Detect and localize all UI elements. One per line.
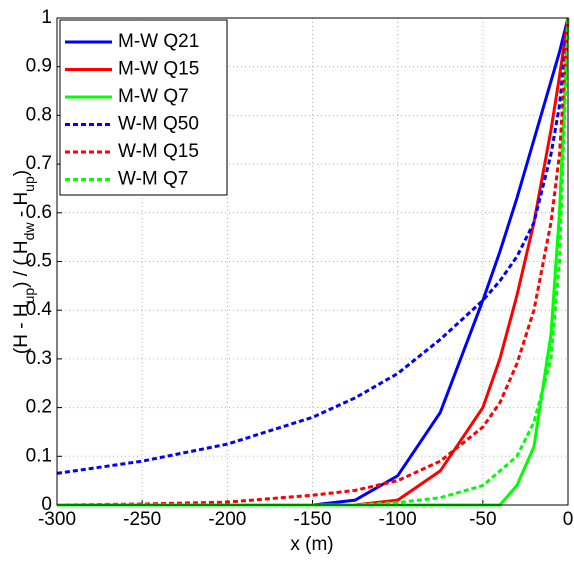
x-axis-label: x (m) [290, 534, 333, 555]
x-tick-label: -50 [469, 509, 496, 530]
y-tick-label: 0.5 [26, 251, 52, 272]
x-tick-label: -250 [123, 509, 161, 530]
x-tick-label: -300 [38, 509, 76, 530]
series-line [56, 17, 570, 507]
y-tick-label: 0.3 [26, 348, 52, 369]
legend-label: W-M Q15 [118, 141, 199, 162]
y-tick-label: 0 [41, 494, 52, 515]
y-label-part: ) / ( H [11, 240, 32, 288]
legend-label: M-W Q21 [118, 31, 199, 52]
series-line [56, 17, 570, 475]
y-label-subscript: up [21, 176, 37, 192]
y-label-part: ) [11, 170, 32, 176]
y-tick-label: 0.8 [26, 104, 52, 125]
y-tick-label: 0.6 [26, 202, 52, 223]
legend-label: M-W Q7 [118, 86, 189, 107]
y-tick-label: 0.1 [26, 445, 52, 466]
x-tick-label: -200 [208, 509, 246, 530]
x-tick-label: -150 [293, 509, 331, 530]
legend-label: W-M Q50 [118, 114, 199, 135]
legend: M-W Q21 M-W Q15 M-W Q7 W-M Q50 W-M Q15 W-M Q7 [59, 19, 228, 196]
y-label-part: - H [11, 192, 32, 223]
y-label-subscript: up [21, 288, 37, 304]
y-tick-label: 0.2 [26, 397, 52, 418]
x-tick-label: 0 [563, 509, 574, 530]
plot-frame [56, 17, 569, 506]
y-tick-label: 0.4 [26, 299, 53, 320]
y-tick-label: 1 [41, 7, 52, 28]
y-label-subscript: dw [21, 222, 37, 241]
y-label-part: (H - H [11, 303, 32, 354]
legend-box [59, 19, 228, 196]
y-axis-label: (H - Hup) / ( Hdw - Hup) [11, 170, 37, 354]
y-tick-label: 0.7 [26, 153, 52, 174]
legend-label: W-M Q7 [118, 169, 188, 190]
legend-label: M-W Q15 [118, 59, 199, 80]
x-tick-label: -100 [379, 509, 417, 530]
y-tick-label: 0.9 [26, 56, 52, 77]
